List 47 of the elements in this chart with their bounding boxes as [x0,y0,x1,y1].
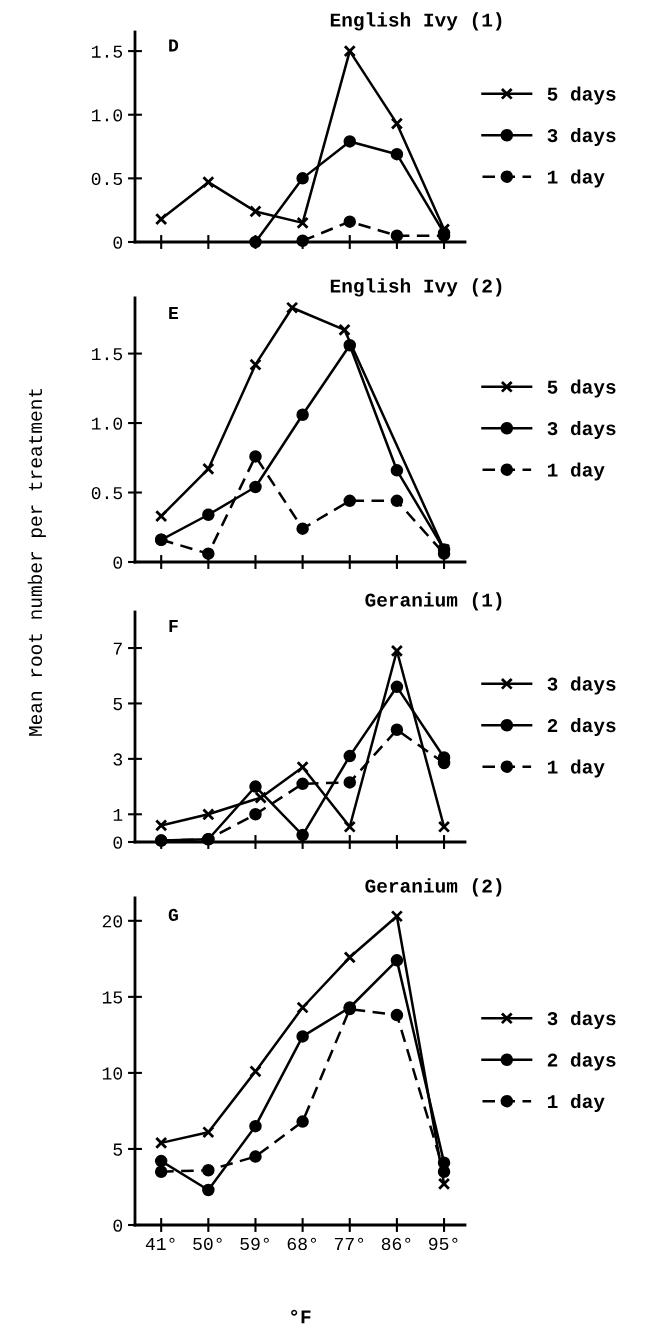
legend-label: 3 days [547,1010,616,1030]
y-tick-label: 0.5 [91,172,123,186]
x-tick-label: 59° [240,1237,269,1251]
legend-label: 5 days [547,379,616,398]
chart-title: English Ivy (1) [330,12,502,31]
legend-label: 2 days [547,1052,616,1071]
legend-label: 3 days [547,127,616,147]
annotation: G [168,908,178,922]
y-tick-label: 3 [113,753,123,766]
x-tick-label: 86° [381,1237,411,1251]
legend-label: 5 days [547,86,616,105]
y-tick-label: 5 [113,698,123,711]
y-tick-label: 1.5 [91,348,123,361]
annotation: E [169,307,179,319]
annotation: F [169,620,178,632]
y-axis-title: Mean root number per treatment [27,389,46,736]
annotation: D [169,39,179,52]
chart-title: Geranium (1) [365,592,502,611]
x-tick-label: 50° [193,1237,222,1251]
y-tick-label: 5 [113,1143,123,1156]
chart-title: Geranium (2) [365,878,502,897]
x-tick-label: 95° [429,1237,458,1251]
chart-title: English Ivy (2) [330,278,502,297]
y-tick-label: 0 [113,556,123,569]
y-tick-label: 0 [113,1219,123,1232]
y-tick-label: 1 [113,808,123,821]
y-tick-label: 1.5 [91,45,123,58]
y-tick-label: 20 [102,915,123,928]
x-tick-label: 41° [145,1237,175,1250]
y-tick-label: 1.0 [91,109,123,122]
y-tick-label: 7 [113,642,122,655]
legend-label: 1 day [547,1093,605,1113]
x-tick-label: 68° [287,1237,316,1251]
legend-label: 2 days [547,717,616,737]
legend-label: 1 day [547,169,605,188]
y-tick-label: 0 [113,836,123,849]
legend-label: 3 days [547,420,616,440]
y-tick-label: 0 [113,236,123,249]
y-tick-label: 10 [102,1067,123,1080]
x-tick-label: 77° [334,1237,364,1250]
y-tick-label: 0.5 [91,486,123,500]
y-tick-label: 1.0 [91,417,123,430]
y-tick-label: 15 [102,991,123,1004]
legend-label: 3 days [547,676,616,695]
legend-label: 1 day [547,462,605,481]
x-axis-title: °F [291,1309,311,1324]
legend-label: 1 day [547,759,605,778]
